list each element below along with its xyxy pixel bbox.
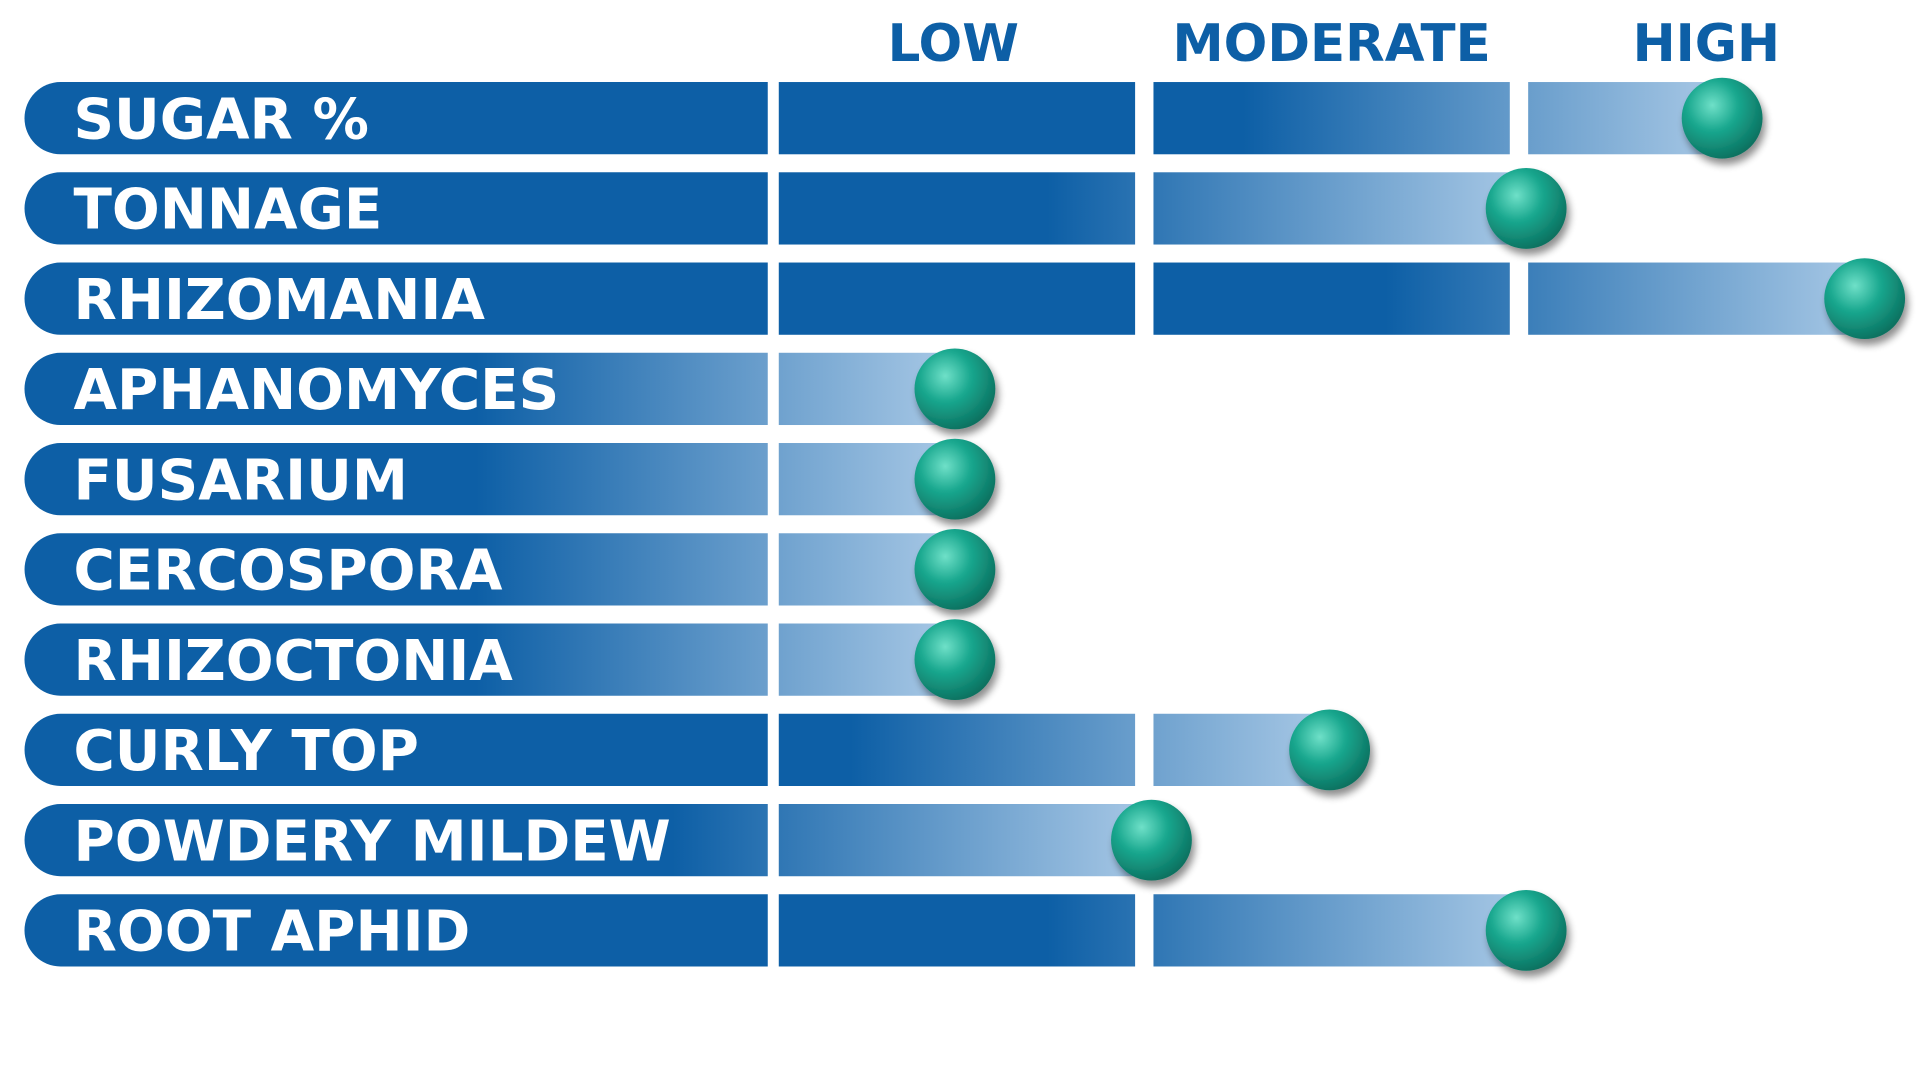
level-label-low: LOW bbox=[888, 14, 1019, 74]
chart-rows: SUGAR % TONNAGE RHIZOMANIA APHANOMYCES FUSAR… bbox=[24, 77, 1906, 971]
row-label: POWDERY MILDEW bbox=[73, 809, 670, 874]
bar-segment-low bbox=[778, 894, 1136, 967]
chart-row: APHANOMYCES bbox=[24, 348, 996, 430]
row-label: CERCOSPORA bbox=[73, 539, 502, 604]
bar-segment-low bbox=[778, 262, 1136, 335]
bar-segment-moderate bbox=[1153, 172, 1510, 245]
row-label-cell bbox=[24, 82, 768, 155]
value-marker bbox=[914, 348, 996, 430]
bar-segment-low bbox=[778, 804, 1136, 877]
row-label-cell bbox=[24, 894, 768, 967]
value-marker bbox=[914, 619, 996, 701]
chart-row: ROOT APHID bbox=[24, 889, 1567, 971]
row-label: CURLY TOP bbox=[73, 719, 418, 784]
row-label-cell bbox=[24, 262, 768, 335]
value-marker bbox=[1111, 799, 1192, 881]
value-marker bbox=[1289, 709, 1371, 791]
row-label: ROOT APHID bbox=[73, 900, 470, 965]
value-marker bbox=[1681, 77, 1763, 159]
row-label-cell bbox=[24, 443, 768, 516]
row-label-cell bbox=[24, 804, 768, 877]
bar-segment-low bbox=[778, 82, 1136, 155]
row-label: TONNAGE bbox=[73, 178, 382, 243]
chart-row: TONNAGE bbox=[24, 168, 1567, 249]
row-label-cell bbox=[24, 623, 768, 696]
row-label-cell bbox=[24, 533, 768, 606]
row-label: RHIZOMANIA bbox=[73, 268, 485, 333]
row-label: FUSARIUM bbox=[73, 448, 407, 513]
bar-segment-low bbox=[778, 713, 1136, 786]
row-label: APHANOMYCES bbox=[73, 358, 559, 423]
bar-segment-moderate bbox=[1153, 894, 1510, 967]
chart-row: RHIZOMANIA bbox=[24, 258, 1906, 340]
bar-segment-low bbox=[778, 172, 1136, 245]
chart-row: POWDERY MILDEW bbox=[24, 799, 1192, 881]
bar-segment-high bbox=[1528, 262, 1867, 335]
bar-segment-moderate bbox=[1153, 262, 1510, 335]
level-label-moderate: MODERATE bbox=[1173, 14, 1491, 74]
value-marker bbox=[1824, 258, 1906, 340]
chart-row: CURLY TOP bbox=[24, 709, 1371, 791]
level-label-high: HIGH bbox=[1633, 14, 1780, 74]
bar-segment-moderate bbox=[1153, 82, 1510, 155]
value-marker bbox=[914, 528, 996, 610]
value-marker bbox=[914, 438, 996, 520]
row-label: RHIZOCTONIA bbox=[73, 629, 513, 694]
level-header: LOW MODERATE HIGH bbox=[888, 14, 1780, 74]
chart-row: FUSARIUM bbox=[24, 438, 996, 520]
chart-row: CERCOSPORA bbox=[24, 528, 996, 610]
row-label-cell bbox=[24, 713, 768, 786]
chart-row: RHIZOCTONIA bbox=[24, 619, 996, 701]
value-marker bbox=[1485, 168, 1567, 249]
row-label: SUGAR % bbox=[73, 87, 368, 152]
row-label-cell bbox=[24, 352, 768, 426]
chart-row: SUGAR % bbox=[24, 77, 1763, 159]
row-label-cell bbox=[24, 172, 768, 245]
value-marker bbox=[1485, 889, 1567, 971]
